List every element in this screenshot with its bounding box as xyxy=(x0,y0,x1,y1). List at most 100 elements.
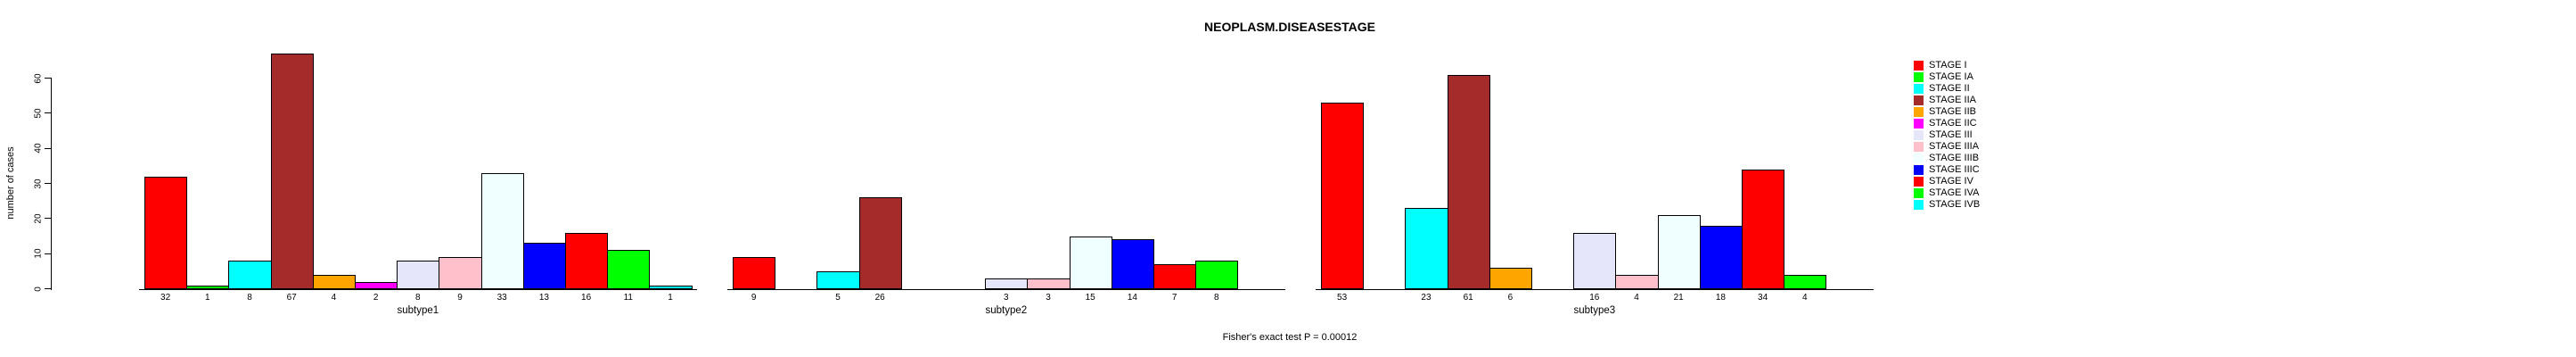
legend-swatch-stage-iii xyxy=(1914,129,1924,140)
bar-value-label: 26 xyxy=(874,293,885,303)
bar-value-label: 53 xyxy=(1337,293,1348,303)
bar-stage-iiic-subtype3 xyxy=(1699,225,1743,290)
bar-value-label: 61 xyxy=(1463,293,1473,303)
legend-label: STAGE IVB xyxy=(1929,198,1981,210)
group-label-subtype3: subtype3 xyxy=(1573,305,1616,316)
bar-stage-i-subtype2 xyxy=(733,257,776,290)
bar-stage-iia-subtype1 xyxy=(270,53,314,290)
legend-item-stage-iiic: STAGE IIIC xyxy=(1914,164,1980,176)
bar-value-label: 8 xyxy=(247,293,252,303)
bar-stage-iia-subtype2 xyxy=(858,197,902,290)
bar-stage-iiib-subtype1 xyxy=(480,172,524,290)
bar-value-label: 6 xyxy=(1507,293,1514,303)
legend-swatch-stage-i xyxy=(1914,60,1924,71)
legend-item-stage-iib: STAGE IIB xyxy=(1914,106,1976,118)
bar-value-label: 9 xyxy=(457,293,463,303)
legend-swatch-stage-iiib xyxy=(1914,153,1924,163)
bar-stage-iv-subtype1 xyxy=(565,232,609,290)
bar-value-label: 4 xyxy=(1634,293,1639,303)
bar-value-label: 2 xyxy=(373,293,379,303)
bar-value-label: 8 xyxy=(1214,293,1219,303)
legend-swatch-stage-iiic xyxy=(1914,164,1924,175)
bar-value-label: 67 xyxy=(286,293,297,303)
y-tick-label: 0 xyxy=(33,286,44,292)
bar-value-label: 14 xyxy=(1127,293,1137,303)
legend-item-stage-iii: STAGE III xyxy=(1914,129,1973,141)
bar-stage-iiia-subtype2 xyxy=(1027,278,1071,290)
bar-stage-iiib-subtype3 xyxy=(1657,214,1701,290)
y-tick xyxy=(45,218,51,220)
legend-item-stage-i: STAGE I xyxy=(1914,60,1967,71)
bar-stage-iii-subtype2 xyxy=(985,278,1029,290)
bar-value-label: 4 xyxy=(1802,293,1808,303)
bar-value-label: 9 xyxy=(751,293,757,303)
legend-label: STAGE IIIA xyxy=(1929,140,1980,152)
bar-value-label: 7 xyxy=(1171,293,1177,303)
y-tick-label: 30 xyxy=(33,178,44,189)
legend-label: STAGE IIC xyxy=(1929,117,1977,129)
legend-label: STAGE I xyxy=(1929,59,1967,71)
bar-value-label: 23 xyxy=(1421,293,1432,303)
bar-stage-iiic-subtype1 xyxy=(522,243,566,290)
y-tick-label: 10 xyxy=(33,248,44,259)
bar-stage-iva-subtype1 xyxy=(607,250,651,290)
bar-value-label: 16 xyxy=(581,293,592,303)
legend-swatch-stage-iia xyxy=(1914,95,1924,105)
legend-item-stage-ivb: STAGE IVB xyxy=(1914,199,1980,211)
legend-label: STAGE IIIC xyxy=(1929,163,1980,175)
y-tick xyxy=(45,77,51,79)
legend-item-stage-ii: STAGE II xyxy=(1914,83,1970,95)
bar-value-label: 34 xyxy=(1758,293,1768,303)
bar-value-label: 1 xyxy=(205,293,210,303)
y-axis-line xyxy=(51,78,53,290)
bar-stage-iib-subtype1 xyxy=(312,274,356,290)
bar-stage-ia-subtype1 xyxy=(186,285,230,290)
bar-stage-ii-subtype2 xyxy=(816,270,860,290)
bar-stage-iiia-subtype3 xyxy=(1615,274,1659,290)
legend-label: STAGE IA xyxy=(1929,71,1973,82)
bar-stage-iva-subtype3 xyxy=(1784,274,1827,290)
y-tick xyxy=(45,112,51,114)
bar-value-label: 32 xyxy=(160,293,171,303)
bar-value-label: 4 xyxy=(331,293,337,303)
bar-stage-iiib-subtype2 xyxy=(1069,236,1112,290)
y-tick-label: 50 xyxy=(33,108,44,119)
legend-swatch-stage-iib xyxy=(1914,106,1924,117)
bar-value-label: 3 xyxy=(1046,293,1051,303)
group-label-subtype1: subtype1 xyxy=(397,305,439,316)
legend-item-stage-ia: STAGE IA xyxy=(1914,71,1973,83)
bar-value-label: 5 xyxy=(835,293,841,303)
legend-label: STAGE IIIB xyxy=(1929,152,1980,163)
legend-swatch-stage-ia xyxy=(1914,71,1924,82)
bar-stage-iiia-subtype1 xyxy=(439,257,482,290)
bar-stage-iic-subtype1 xyxy=(355,281,398,290)
bar-value-label: 15 xyxy=(1085,293,1095,303)
legend-label: STAGE IIB xyxy=(1929,105,1976,117)
bar-stage-iib-subtype3 xyxy=(1489,267,1532,290)
bar-stage-iiic-subtype2 xyxy=(1111,239,1154,290)
bar-stage-iv-subtype3 xyxy=(1742,169,1785,290)
bar-value-label: 8 xyxy=(415,293,421,303)
legend-swatch-stage-iv xyxy=(1914,176,1924,187)
bar-stage-i-subtype3 xyxy=(1321,103,1365,290)
legend-item-stage-iia: STAGE IIA xyxy=(1914,95,1976,106)
y-tick xyxy=(45,287,51,290)
bar-value-label: 13 xyxy=(538,293,549,303)
bar-stage-iia-subtype3 xyxy=(1447,74,1490,290)
bar-value-label: 3 xyxy=(1004,293,1009,303)
bar-stage-ii-subtype3 xyxy=(1405,208,1448,290)
bar-value-label: 18 xyxy=(1715,293,1726,303)
group-label-subtype2: subtype2 xyxy=(985,305,1028,316)
legend-item-stage-iic: STAGE IIC xyxy=(1914,118,1977,129)
y-tick xyxy=(45,147,51,149)
legend-item-stage-iv: STAGE IV xyxy=(1914,176,1973,187)
legend-swatch-stage-iiia xyxy=(1914,141,1924,152)
legend-item-stage-iiia: STAGE IIIA xyxy=(1914,141,1979,153)
bar-stage-ii-subtype1 xyxy=(228,261,272,290)
y-tick xyxy=(45,182,51,185)
bar-stage-iva-subtype2 xyxy=(1195,261,1239,290)
bar-stage-iii-subtype1 xyxy=(397,261,440,290)
legend-label: STAGE IVA xyxy=(1929,187,1980,198)
legend-swatch-stage-iic xyxy=(1914,118,1924,129)
